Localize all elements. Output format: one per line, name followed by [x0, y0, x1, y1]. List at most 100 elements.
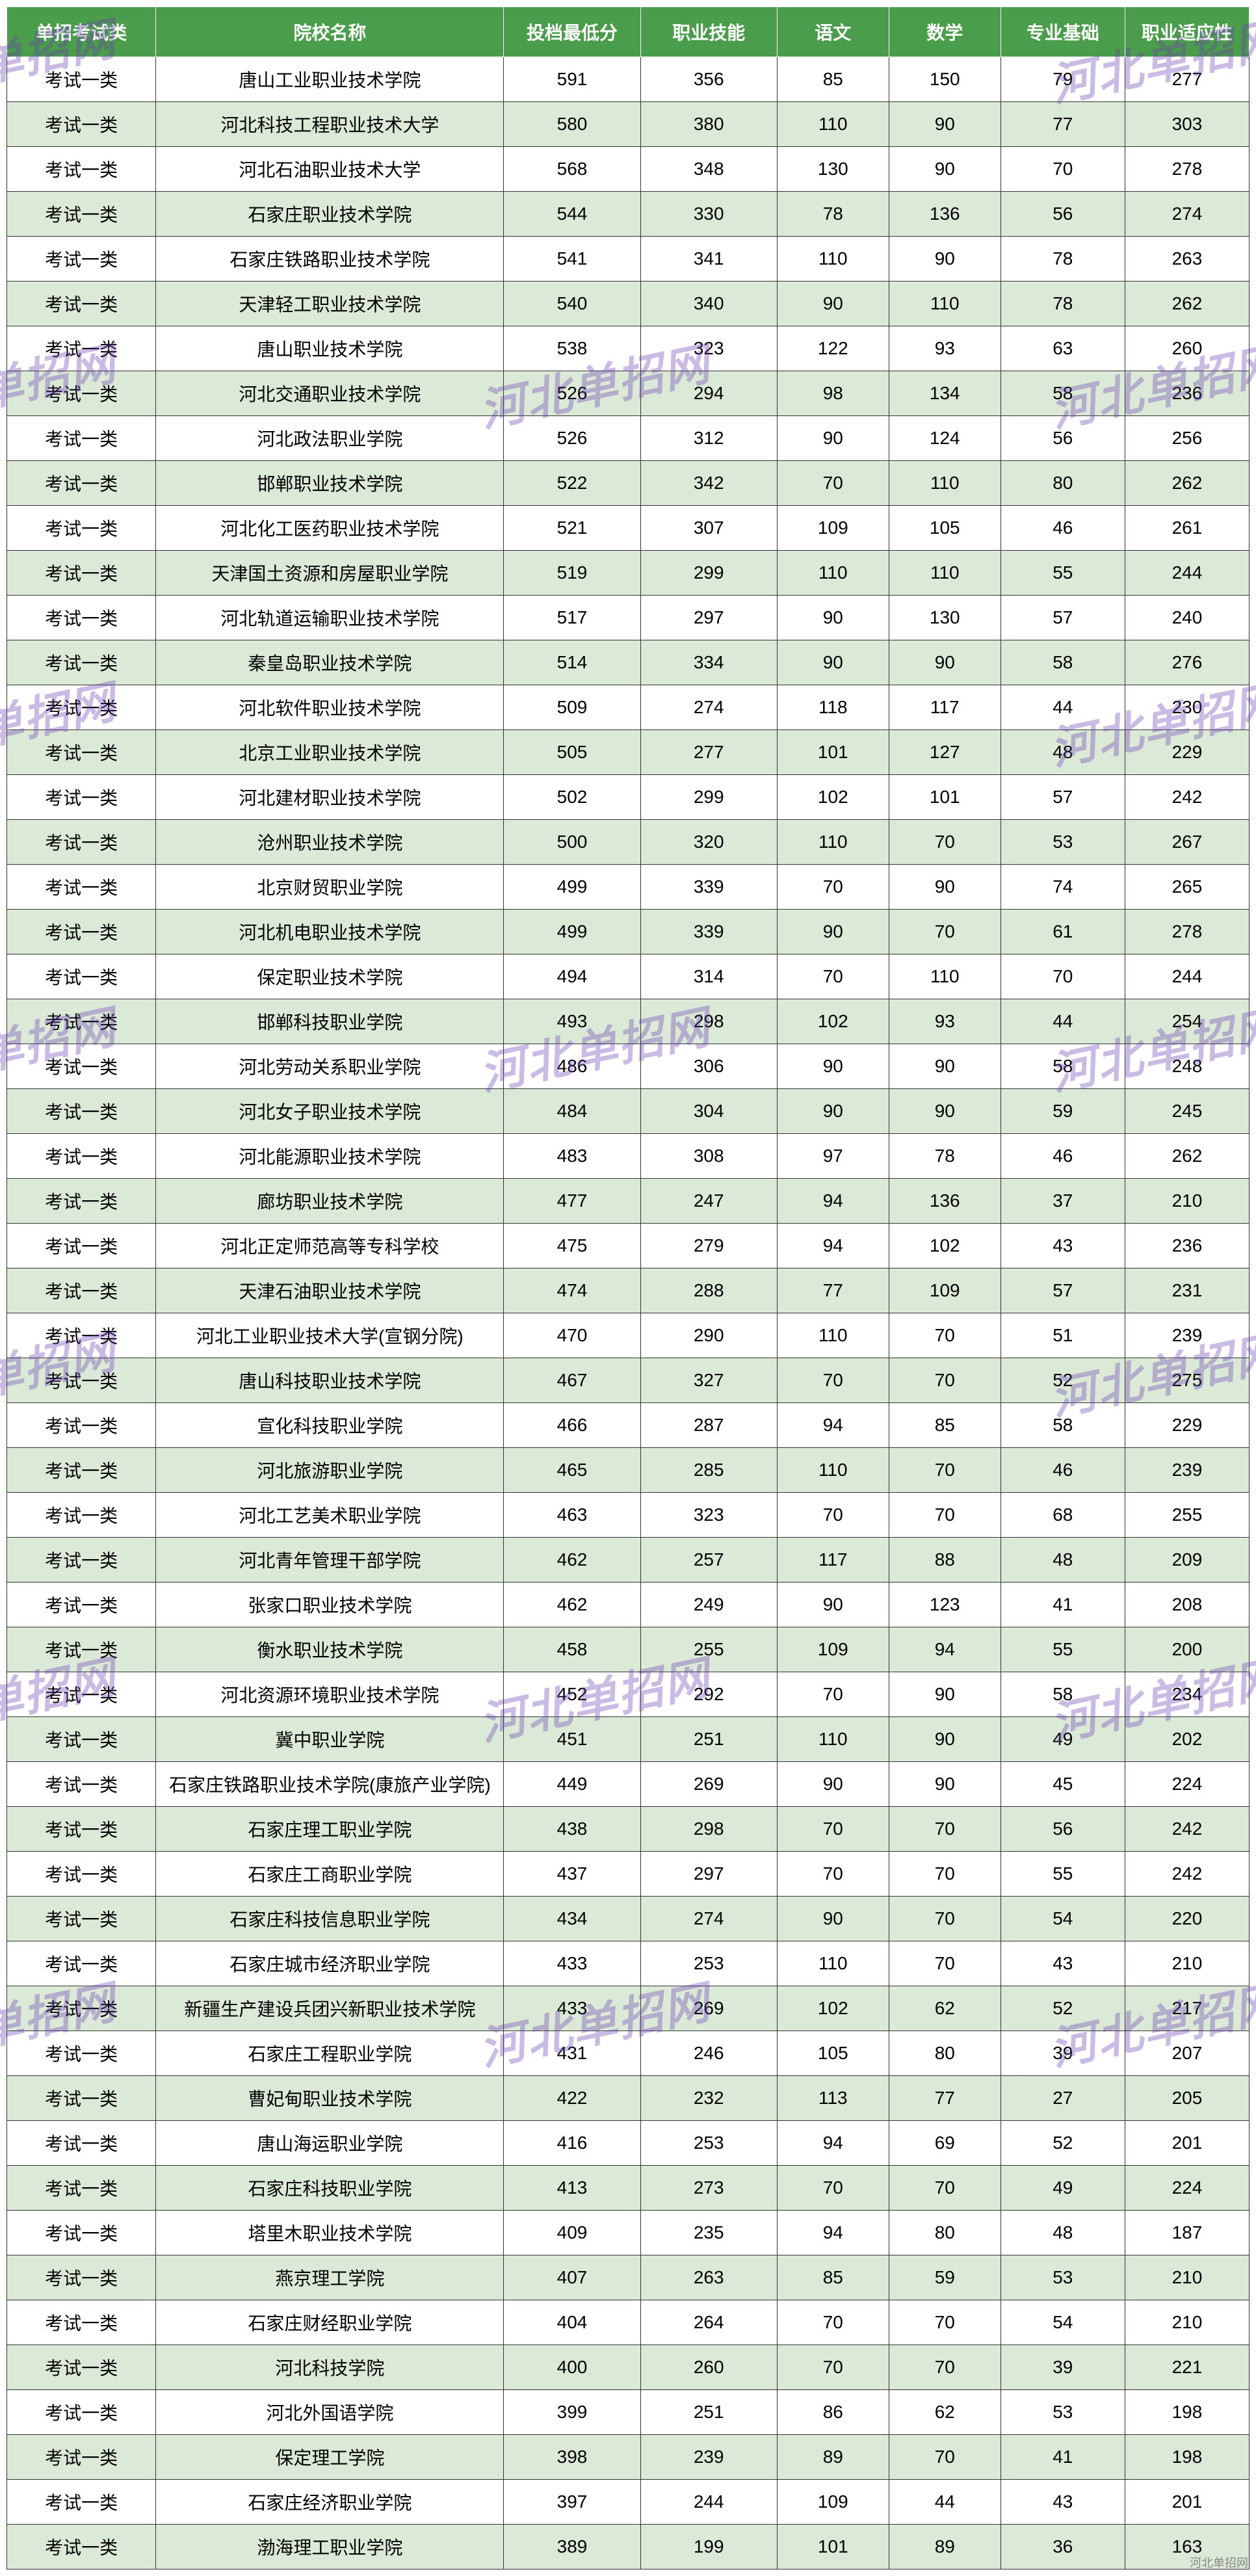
data-cell: 540 — [504, 282, 640, 326]
data-cell: 297 — [640, 596, 777, 640]
data-cell: 380 — [640, 102, 777, 147]
data-cell: 55 — [1001, 551, 1125, 596]
school-name-cell: 渤海理工职业学院 — [156, 2525, 504, 2569]
school-name-cell: 石家庄理工职业学院 — [156, 1807, 504, 1852]
data-cell: 39 — [1001, 2345, 1125, 2390]
data-cell: 44 — [1001, 999, 1125, 1044]
data-cell: 339 — [640, 910, 777, 954]
data-cell: 244 — [1125, 954, 1249, 999]
data-cell: 247 — [640, 1179, 777, 1224]
data-cell: 93 — [889, 326, 1001, 371]
data-cell: 57 — [1001, 775, 1125, 820]
data-cell: 262 — [1125, 1134, 1249, 1179]
data-cell: 45 — [1001, 1762, 1125, 1807]
table-row: 考试一类唐山科技职业技术学院467327707052275 — [7, 1358, 1249, 1403]
data-cell: 78 — [1001, 282, 1125, 326]
data-cell: 101 — [777, 2525, 889, 2569]
data-cell: 70 — [777, 2300, 889, 2345]
data-cell: 57 — [1001, 1268, 1125, 1313]
data-cell: 274 — [640, 1897, 777, 1941]
table-row: 考试一类北京财贸职业学院499339709074265 — [7, 865, 1249, 910]
data-cell: 70 — [777, 1493, 889, 1538]
data-cell: 考试一类 — [7, 506, 156, 551]
data-cell: 431 — [504, 2031, 640, 2076]
data-cell: 70 — [777, 1358, 889, 1403]
table-row: 考试一类衡水职业技术学院4582551099455200 — [7, 1627, 1249, 1672]
data-cell: 70 — [889, 820, 1001, 865]
data-cell: 416 — [504, 2121, 640, 2166]
data-cell: 89 — [777, 2435, 889, 2480]
data-cell: 433 — [504, 1986, 640, 2031]
data-cell: 考试一类 — [7, 461, 156, 506]
data-cell: 452 — [504, 1672, 640, 1717]
data-cell: 110 — [777, 237, 889, 282]
data-cell: 102 — [777, 1986, 889, 2031]
data-cell: 53 — [1001, 820, 1125, 865]
data-cell: 348 — [640, 147, 777, 192]
data-cell: 70 — [777, 2166, 889, 2211]
data-cell: 234 — [1125, 1672, 1249, 1717]
school-name-cell: 石家庄经济职业学院 — [156, 2480, 504, 2525]
data-cell: 考试一类 — [7, 1852, 156, 1897]
table-row: 考试一类天津国土资源和房屋职业学院51929911011055244 — [7, 551, 1249, 596]
data-cell: 57 — [1001, 596, 1125, 640]
school-name-cell: 石家庄工商职业学院 — [156, 1852, 504, 1897]
data-cell: 254 — [1125, 999, 1249, 1044]
data-cell: 90 — [889, 1762, 1001, 1807]
data-cell: 231 — [1125, 1268, 1249, 1313]
school-name-cell: 河北政法职业学院 — [156, 416, 504, 461]
table-row: 考试一类保定理工学院398239897041198 — [7, 2435, 1249, 2480]
data-cell: 70 — [889, 2166, 1001, 2211]
data-cell: 208 — [1125, 1583, 1249, 1627]
data-cell: 232 — [640, 2076, 777, 2121]
data-cell: 341 — [640, 237, 777, 282]
data-cell: 52 — [1001, 2121, 1125, 2166]
data-cell: 591 — [504, 57, 640, 102]
data-cell: 考试一类 — [7, 1583, 156, 1627]
data-cell: 398 — [504, 2435, 640, 2480]
data-cell: 304 — [640, 1089, 777, 1134]
data-cell: 56 — [1001, 1807, 1125, 1852]
data-cell: 389 — [504, 2525, 640, 2569]
data-cell: 224 — [1125, 2166, 1249, 2211]
data-cell: 210 — [1125, 1941, 1249, 1986]
data-cell: 110 — [777, 102, 889, 147]
data-cell: 考试一类 — [7, 1897, 156, 1941]
table-row: 考试一类唐山海运职业学院416253946952201 — [7, 2121, 1249, 2166]
data-cell: 70 — [889, 2345, 1001, 2390]
data-cell: 37 — [1001, 1179, 1125, 1224]
data-cell: 263 — [640, 2255, 777, 2300]
data-cell: 110 — [889, 551, 1001, 596]
data-cell: 245 — [1125, 1089, 1249, 1134]
data-cell: 90 — [777, 1583, 889, 1627]
data-cell: 312 — [640, 416, 777, 461]
data-cell: 70 — [777, 1852, 889, 1897]
data-cell: 80 — [1001, 461, 1125, 506]
data-cell: 59 — [889, 2255, 1001, 2300]
table-row: 考试一类河北工艺美术职业学院463323707068255 — [7, 1493, 1249, 1538]
score-table: 单招考试类院校名称投档最低分职业技能语文数学专业基础职业适应性 考试一类唐山工业… — [7, 7, 1249, 2569]
table-row: 考试一类张家口职业技术学院4622499012341208 — [7, 1583, 1249, 1627]
data-cell: 109 — [889, 1268, 1001, 1313]
data-cell: 52 — [1001, 1358, 1125, 1403]
data-cell: 考试一类 — [7, 1089, 156, 1134]
data-cell: 260 — [1125, 326, 1249, 371]
data-cell: 235 — [640, 2211, 777, 2255]
data-cell: 49 — [1001, 2166, 1125, 2211]
data-cell: 205 — [1125, 2076, 1249, 2121]
table-row: 考试一类河北外国语学院399251866253198 — [7, 2390, 1249, 2435]
data-cell: 考试一类 — [7, 596, 156, 640]
data-cell: 449 — [504, 1762, 640, 1807]
data-cell: 考试一类 — [7, 2166, 156, 2211]
school-name-cell: 唐山职业技术学院 — [156, 326, 504, 371]
data-cell: 262 — [1125, 461, 1249, 506]
table-row: 考试一类河北工业职业技术大学(宣钢分院)4702901107051239 — [7, 1313, 1249, 1358]
data-cell: 43 — [1001, 1224, 1125, 1268]
data-cell: 242 — [1125, 775, 1249, 820]
data-cell: 考试一类 — [7, 1134, 156, 1179]
footer-watermark: 河北单招网 — [1190, 2554, 1248, 2571]
data-cell: 44 — [1001, 685, 1125, 730]
data-cell: 298 — [640, 999, 777, 1044]
table-row: 考试一类北京工业职业技术学院50527710112748229 — [7, 730, 1249, 775]
data-cell: 580 — [504, 102, 640, 147]
